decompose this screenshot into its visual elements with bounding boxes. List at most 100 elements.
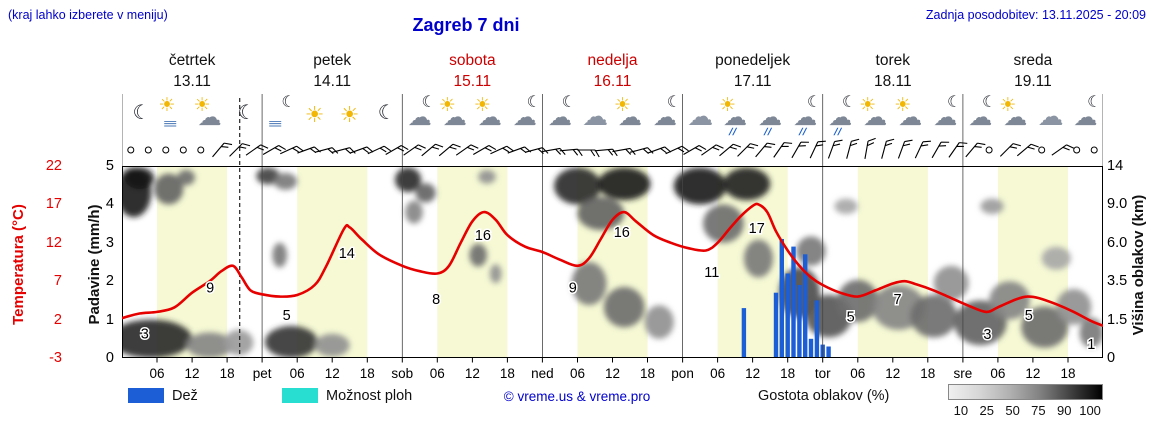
cloud-glyph: ☁ [547,104,572,131]
density-tick: 75 [1031,403,1046,418]
hour-label: 06 [710,366,726,381]
fog-glyph: ≡ [162,116,177,131]
cloud-glyph: ☁ [863,104,888,131]
hour-label: 12 [464,366,480,381]
hour-label: 12 [745,366,761,381]
cloud-glyph: ☁ [687,101,714,131]
cloud-glyph: ☁ [653,104,678,131]
tick-label: 22 [45,158,62,174]
day-name: četrtek [168,52,216,69]
day-date: 14.11 [313,73,352,90]
weather-icon-sun: ☀ [298,95,332,139]
svg-text:5: 5 [1025,308,1033,324]
moon-glyph: ☾ [841,94,857,111]
weather-icon-sun-cloud: ☀ ☁ [613,95,647,139]
svg-text:7: 7 [893,292,901,308]
weather-icon-moon: ☾ [368,95,402,139]
hour-label: 18 [1060,366,1076,381]
weather-icon-sun-cloud: ☀ ☁ [438,95,472,139]
density-tick: 50 [1005,403,1020,418]
rain-glyph: // [797,127,809,138]
weather-icon-moon-cloud: ☾ ☁ [508,95,542,139]
cloud-axis-label: Višina oblakov (km) [1130,194,1147,336]
hour-label: 18 [499,366,515,381]
weather-icon-sun-cloud: ☀ ☁ [193,95,227,139]
day-header-sreda: sreda 19.11 [963,50,1103,92]
day-name: torek [875,52,910,69]
cloud-glyph: ☁ [442,104,467,131]
day-header-petek: petek 14.11 [262,50,402,92]
svg-text:9: 9 [569,280,577,296]
svg-text:8: 8 [432,292,440,308]
cloud-glyph: ☁ [618,104,643,131]
cloud-glyph: ☁ [968,104,993,131]
hour-label: 12 [604,366,621,381]
day-header-torek: torek 18.11 [823,50,963,92]
showers-legend-swatch [282,388,318,403]
sun-glyph: ☀ [193,95,211,116]
sun-glyph: ☀ [304,102,325,127]
moon-glyph: ☾ [281,94,296,111]
rain-glyph: // [832,127,844,138]
cloud-glyph: ☁ [828,104,853,131]
last-update: Zadnja posodobitev: 13.11.2025 - 20:09 [925,8,1146,22]
tick-label: 6.0 [1107,234,1128,251]
svg-text:3: 3 [983,327,991,343]
weather-icon-sun: ☀ [333,95,367,139]
weather-icons-row: ☾ ☀ ≡ ☀ ☁ ☾ ☾ ≡ ☀ ☀ ☾ ☾ ☁ ☀ ☁ ☀ ☁ ☾ ☁ ☾ ☁ ☁ ☀ ☁ ☾ ☁ ☁ ☀ ☁//☁//☾ ☁//☾ ☁… [122,95,1103,139]
tick-label: 0 [1107,350,1116,366]
hour-label: 06 [990,366,1006,381]
sun-glyph: ☀ [999,95,1017,116]
cloud-density-gradient [948,384,1103,400]
svg-text:17: 17 [749,221,765,237]
cloud-glyph: ☁ [758,104,783,131]
hour-label: 06 [429,366,445,381]
sun-glyph: ☀ [614,95,632,116]
tick-label: 14 [1107,158,1124,174]
sun-glyph: ☀ [859,95,877,116]
tick-label: 3 [105,234,114,251]
copyright-link[interactable]: © vreme.us & vreme.pro [503,389,651,404]
weather-icon-sun-cloud: ☀ ☁ [858,95,892,139]
weather-icon-rain-moon: ☾ ☁// [788,95,822,139]
meteogram-svg: 3 9 5 14 8 16 9 16 11 17 5 7 3 5 1 [121,94,1104,363]
cloud-density-label: Gostota oblakov (%) [758,388,890,404]
tick-label: 1.5 [1107,311,1128,328]
hour-label: 18 [219,366,235,381]
showers-legend-label: Možnost ploh [326,388,413,404]
precip-axis-label: Padavine (mm/h) [86,204,103,325]
day-date: 13.11 [173,73,211,90]
sun-glyph: ☀ [438,95,456,116]
day-abbrev-label: ned [531,366,554,381]
tick-label: 2 [53,311,62,328]
weather-icon-rain-sun: ☀ ☁// [718,95,752,139]
weather-icon-moon-cloud: ☾ ☁ [963,95,997,139]
moon-glyph: ☾ [1087,94,1102,111]
rain-legend-swatch [128,388,164,403]
cloud-glyph: ☁ [723,104,748,131]
hour-label: 12 [885,366,901,381]
day-name: petek [313,52,352,69]
rain-glyph: // [727,127,739,138]
hour-label: 18 [359,366,375,381]
cloud-glyph: ☁ [581,101,608,131]
hour-label: 06 [569,366,585,381]
weather-icon-cloud: ☁ [578,95,612,139]
moon-glyph: ☾ [666,94,682,111]
tick-label: 2 [105,273,114,290]
density-tick: 25 [979,403,994,418]
cloud-glyph: ☁ [793,104,818,131]
day-date: 15.11 [453,73,492,90]
day-header-sobota: sobota 15.11 [402,50,542,92]
hour-label: 18 [780,366,796,381]
day-name: ponedeljek [715,52,791,69]
cloud-glyph: ☁ [477,104,502,131]
weather-icon-sun-cloud: ☀ ☁ [473,95,507,139]
day-date: 16.11 [593,73,632,90]
cloud-glyph: ☁ [1003,104,1028,131]
legend: Dež Možnost ploh © vreme.us & vreme.pro … [0,382,1152,426]
tick-label: 4 [105,196,114,213]
day-headers: četrtek 13.11 petek 14.11 sobota 15.11 nedelja… [122,50,1103,94]
svg-text:5: 5 [283,308,291,324]
